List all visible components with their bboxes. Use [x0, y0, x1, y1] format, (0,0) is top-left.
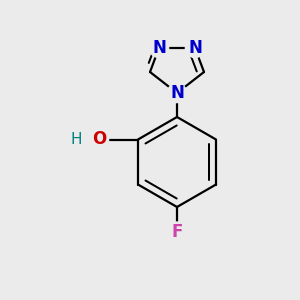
Circle shape	[185, 38, 205, 58]
Circle shape	[149, 38, 169, 58]
Circle shape	[167, 222, 187, 241]
Text: N: N	[152, 39, 166, 57]
Circle shape	[89, 130, 109, 149]
Text: N: N	[170, 84, 184, 102]
Text: N: N	[188, 39, 202, 57]
Text: O: O	[92, 130, 106, 148]
Circle shape	[68, 131, 85, 148]
Circle shape	[167, 83, 187, 103]
Text: H: H	[71, 132, 82, 147]
Text: F: F	[171, 223, 183, 241]
